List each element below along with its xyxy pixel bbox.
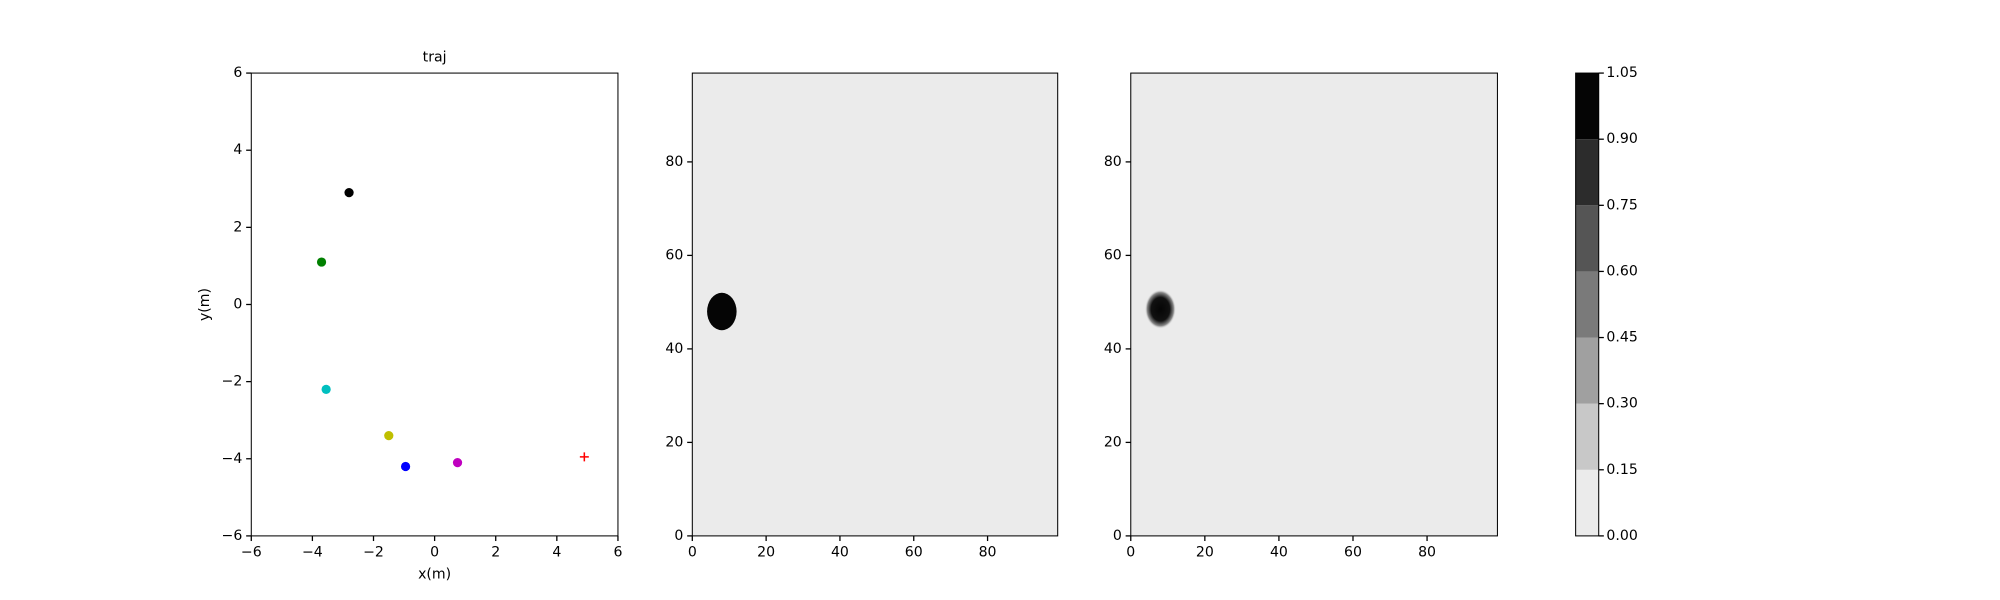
point xyxy=(316,257,327,267)
x-tick-label: 80 xyxy=(1418,545,1436,561)
y-tick-label: 40 xyxy=(1104,341,1122,357)
axes-frame xyxy=(1130,72,1498,537)
colorbar-band xyxy=(1575,205,1599,272)
x-tick-label: −4 xyxy=(302,545,323,561)
x-tick-label: 4 xyxy=(552,545,561,561)
axes-frame xyxy=(691,72,1059,537)
colorbar-band xyxy=(1575,403,1599,470)
x-tick-label: 20 xyxy=(757,545,775,561)
axes-frame xyxy=(1575,72,1600,537)
x-tick-label: 40 xyxy=(1270,545,1288,561)
colorbar-tick-label: 0.30 xyxy=(1606,396,1637,412)
x-tick-label: −6 xyxy=(241,545,262,561)
y-tick-label: 2 xyxy=(233,219,242,235)
x-tick-label: 60 xyxy=(905,545,923,561)
colorbar-tick-label: 0.00 xyxy=(1606,528,1637,544)
y-axis-label: y(m) xyxy=(197,288,213,321)
colorbar-tick-label: 0.60 xyxy=(1606,263,1637,279)
axes-frame xyxy=(250,72,619,537)
y-tick-label: 0 xyxy=(233,296,242,312)
point xyxy=(384,431,394,441)
point xyxy=(344,188,354,198)
colorbar-band xyxy=(1575,139,1599,206)
y-tick-label: 20 xyxy=(665,434,683,450)
x-tick-label: 0 xyxy=(1126,545,1135,561)
y-tick-label: 80 xyxy=(665,154,683,170)
point xyxy=(321,384,331,394)
colorbar-tick-label: 0.45 xyxy=(1606,330,1637,346)
y-tick-label: 6 xyxy=(233,65,242,81)
chart-title: traj xyxy=(423,50,447,66)
y-tick-label: 0 xyxy=(1113,528,1122,544)
y-tick-label: 0 xyxy=(674,528,683,544)
x-tick-label: 20 xyxy=(1196,545,1214,561)
x-axis-label: x(m) xyxy=(418,566,451,582)
y-tick-label: 80 xyxy=(1104,154,1122,170)
x-tick-label: 80 xyxy=(979,545,997,561)
point xyxy=(400,461,411,472)
colorbar-band xyxy=(1575,271,1599,338)
heatmap-background xyxy=(692,73,1058,536)
x-tick-label: 0 xyxy=(688,545,697,561)
y-tick-label: −4 xyxy=(222,451,243,467)
y-tick-label: −6 xyxy=(222,528,243,544)
heatmap-blob xyxy=(1144,289,1176,329)
y-tick-label: 60 xyxy=(665,247,683,263)
point xyxy=(452,458,463,468)
x-tick-label: 0 xyxy=(430,545,439,561)
x-tick-label: 2 xyxy=(491,545,500,561)
heatmap-blob xyxy=(707,292,737,331)
x-tick-label: 40 xyxy=(831,545,849,561)
y-tick-label: 40 xyxy=(665,341,683,357)
colorbar-band xyxy=(1575,337,1599,404)
y-tick-label: −2 xyxy=(222,374,243,390)
x-tick-label: −2 xyxy=(363,545,384,561)
point xyxy=(579,452,589,462)
y-tick-label: 20 xyxy=(1104,434,1122,450)
colorbar-tick-label: 1.05 xyxy=(1606,65,1637,81)
colorbar-tick-label: 0.15 xyxy=(1606,462,1637,478)
colorbar-band xyxy=(1575,73,1599,140)
y-tick-label: 4 xyxy=(233,142,242,158)
colorbar-tick-label: 0.90 xyxy=(1606,131,1637,147)
y-tick-label: 60 xyxy=(1104,247,1122,263)
colorbar-band xyxy=(1575,469,1599,536)
x-tick-label: 60 xyxy=(1344,545,1362,561)
colorbar-tick-label: 0.75 xyxy=(1606,197,1637,213)
heatmap-background xyxy=(1130,73,1498,536)
x-tick-label: 6 xyxy=(613,545,622,561)
